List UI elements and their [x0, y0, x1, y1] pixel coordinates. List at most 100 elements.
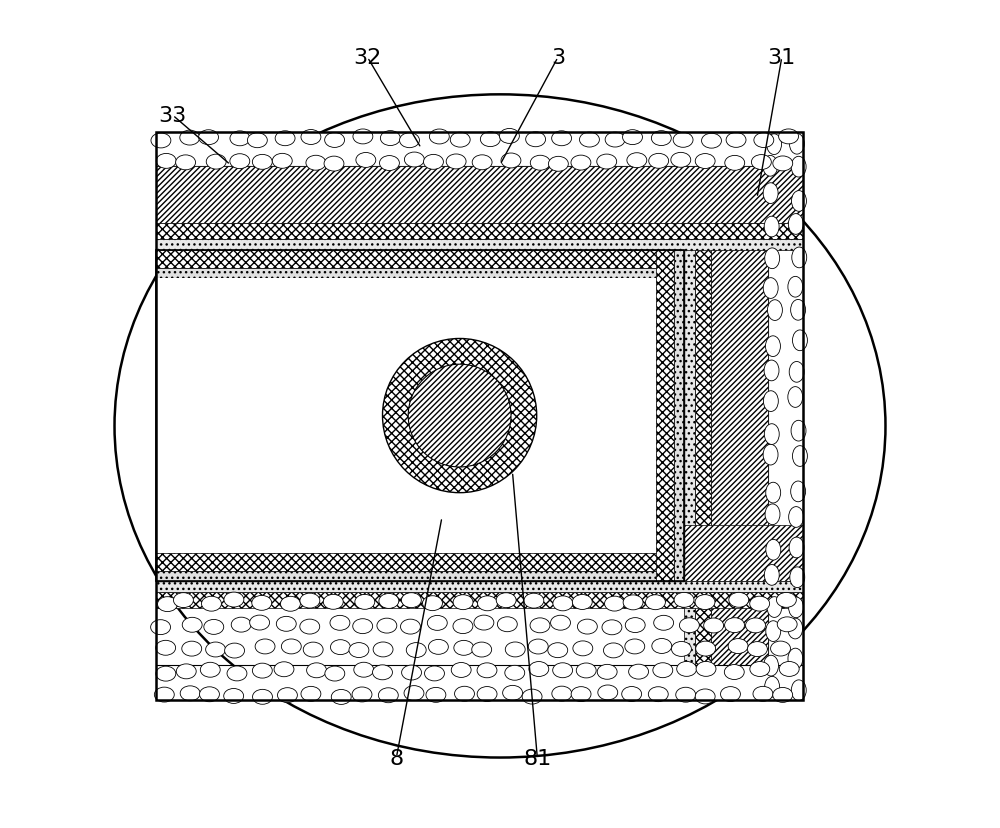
Ellipse shape [477, 686, 497, 701]
Ellipse shape [303, 643, 323, 657]
Ellipse shape [406, 643, 426, 657]
Ellipse shape [767, 135, 782, 156]
Ellipse shape [552, 132, 572, 147]
Bar [156, 571, 684, 581]
Ellipse shape [776, 593, 796, 608]
Ellipse shape [791, 421, 806, 441]
Ellipse shape [605, 133, 625, 148]
Ellipse shape [576, 663, 596, 678]
Ellipse shape [151, 134, 171, 149]
Ellipse shape [379, 156, 399, 171]
Ellipse shape [653, 663, 673, 678]
Ellipse shape [455, 686, 474, 701]
Ellipse shape [571, 687, 591, 702]
Ellipse shape [424, 155, 443, 170]
Ellipse shape [530, 156, 550, 171]
Ellipse shape [788, 214, 803, 235]
Ellipse shape [580, 133, 599, 148]
Ellipse shape [182, 618, 202, 633]
Ellipse shape [425, 667, 444, 681]
Ellipse shape [725, 618, 745, 633]
Ellipse shape [377, 619, 397, 633]
Ellipse shape [480, 132, 500, 147]
Ellipse shape [380, 132, 400, 147]
Ellipse shape [496, 593, 516, 608]
Ellipse shape [400, 133, 419, 148]
Ellipse shape [754, 133, 774, 148]
Ellipse shape [571, 156, 591, 171]
Ellipse shape [330, 640, 350, 655]
Ellipse shape [300, 619, 320, 634]
Ellipse shape [154, 687, 174, 702]
Ellipse shape [354, 662, 374, 677]
Bar [156, 581, 803, 592]
Ellipse shape [750, 662, 770, 676]
Bar [156, 240, 803, 251]
Ellipse shape [645, 595, 665, 610]
Bar [156, 269, 684, 279]
Ellipse shape [176, 664, 196, 679]
Ellipse shape [526, 132, 546, 147]
Ellipse shape [629, 664, 649, 679]
Ellipse shape [499, 129, 519, 144]
Ellipse shape [726, 133, 746, 148]
Ellipse shape [597, 155, 617, 170]
Ellipse shape [679, 618, 699, 633]
Ellipse shape [766, 336, 780, 357]
Ellipse shape [401, 619, 420, 634]
Ellipse shape [764, 656, 778, 676]
Ellipse shape [766, 540, 781, 561]
Text: 33: 33 [158, 106, 187, 126]
Ellipse shape [276, 617, 296, 632]
Ellipse shape [721, 686, 740, 701]
Text: 81: 81 [523, 748, 551, 768]
Ellipse shape [353, 619, 373, 634]
Ellipse shape [651, 132, 671, 147]
Ellipse shape [353, 130, 373, 145]
Ellipse shape [300, 594, 320, 609]
Ellipse shape [180, 131, 200, 146]
Ellipse shape [788, 388, 803, 408]
Ellipse shape [176, 156, 196, 171]
Ellipse shape [206, 155, 226, 170]
Ellipse shape [323, 595, 343, 609]
Ellipse shape [791, 300, 806, 320]
Ellipse shape [767, 301, 782, 321]
Ellipse shape [379, 594, 399, 609]
Ellipse shape [503, 686, 523, 700]
Ellipse shape [725, 156, 745, 171]
Ellipse shape [478, 596, 497, 611]
Ellipse shape [789, 537, 804, 558]
Ellipse shape [255, 639, 275, 654]
Ellipse shape [206, 643, 226, 657]
Ellipse shape [349, 643, 369, 657]
Text: 31: 31 [768, 48, 796, 68]
Ellipse shape [695, 689, 715, 704]
Ellipse shape [250, 615, 270, 630]
Ellipse shape [505, 666, 525, 681]
Ellipse shape [763, 392, 778, 412]
Ellipse shape [151, 620, 171, 635]
Ellipse shape [428, 639, 448, 654]
Ellipse shape [373, 643, 393, 657]
Ellipse shape [528, 639, 548, 654]
Ellipse shape [477, 663, 497, 678]
Ellipse shape [274, 662, 294, 677]
Ellipse shape [766, 621, 781, 642]
Ellipse shape [253, 690, 272, 705]
Ellipse shape [330, 615, 350, 630]
Ellipse shape [454, 641, 474, 656]
Ellipse shape [788, 277, 803, 298]
Ellipse shape [671, 642, 691, 657]
Ellipse shape [404, 153, 424, 168]
Ellipse shape [792, 330, 807, 351]
Bar [156, 251, 684, 581]
Ellipse shape [156, 667, 176, 681]
Ellipse shape [158, 597, 177, 612]
Ellipse shape [404, 686, 424, 700]
Ellipse shape [792, 248, 807, 268]
Ellipse shape [301, 130, 321, 145]
Ellipse shape [423, 596, 442, 611]
Ellipse shape [202, 596, 221, 611]
Ellipse shape [505, 643, 525, 657]
